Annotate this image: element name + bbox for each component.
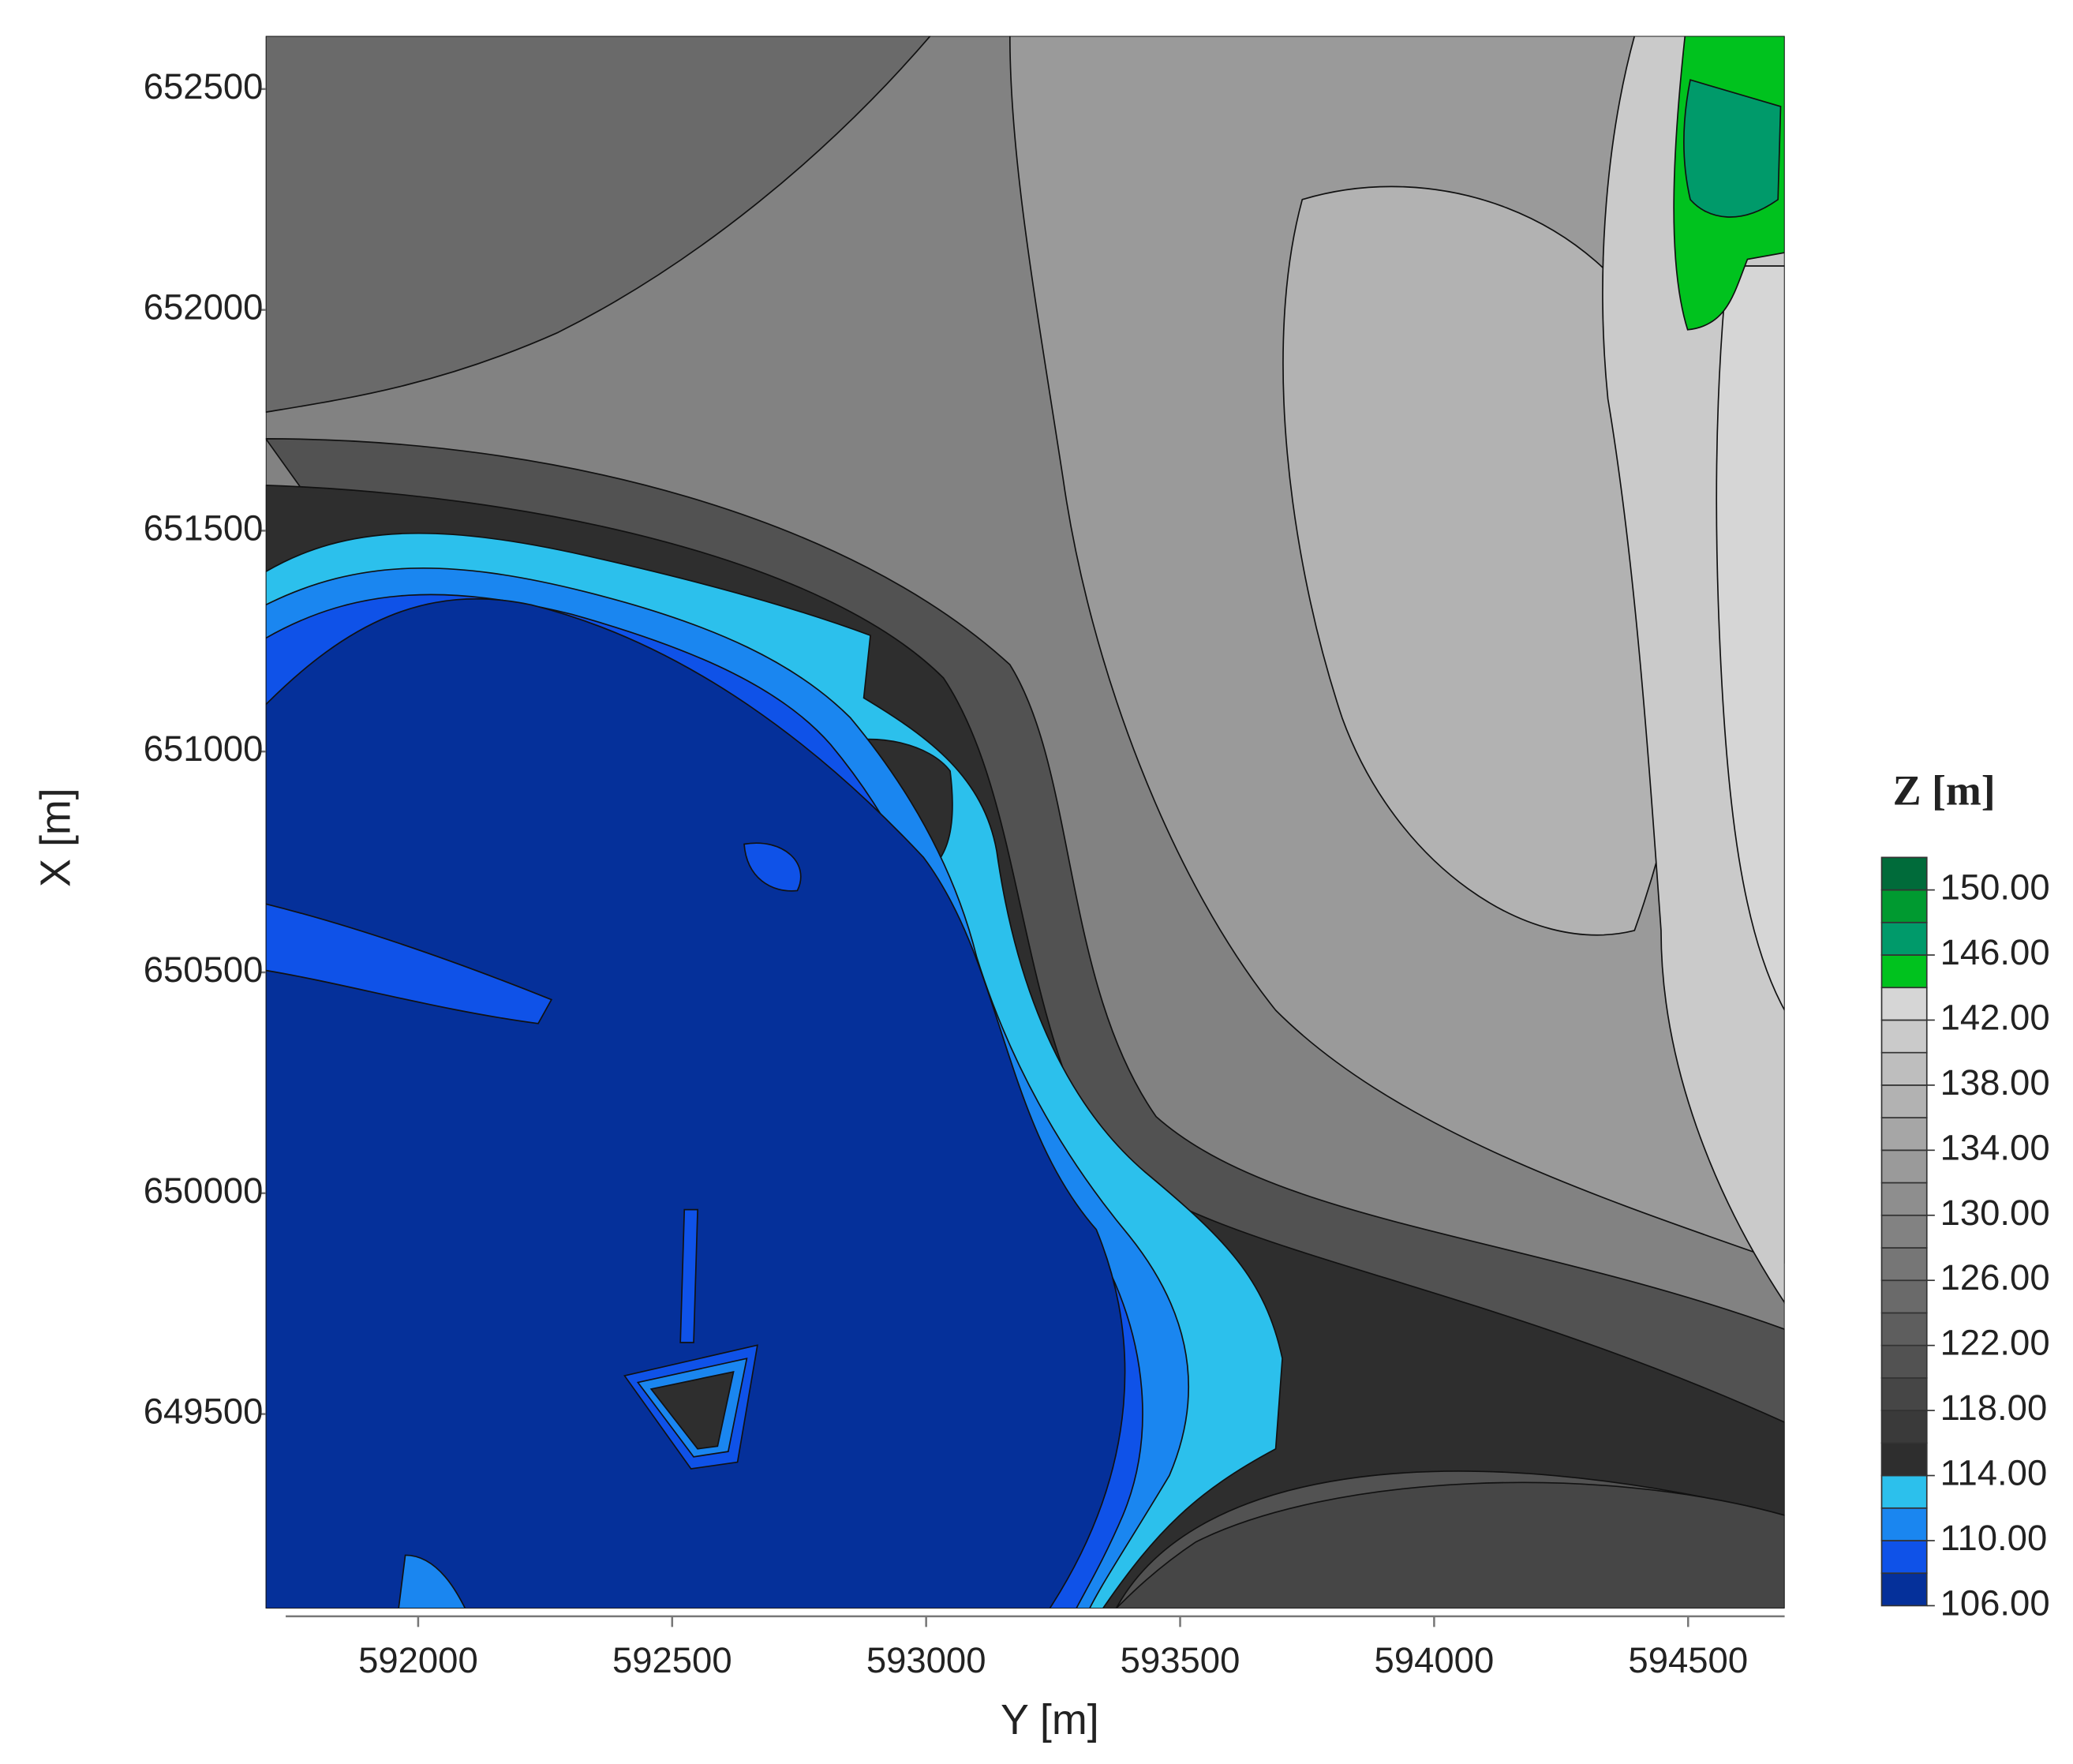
contour-region (1716, 265, 1785, 1011)
contour-map (265, 36, 1785, 1609)
colorbar-tick-label: 134.00 (1940, 1127, 2050, 1167)
colorbar-band (1880, 1474, 1928, 1509)
colorbar-band (1880, 889, 1928, 923)
colorbar-band (1880, 1084, 1928, 1118)
contour-region (649, 1370, 735, 1450)
colorbar-band (1880, 1117, 1928, 1152)
contour-region (265, 597, 1126, 1609)
colorbar-tick-label: 126.00 (1940, 1257, 2050, 1298)
x-tick-label: 594000 (1375, 1640, 1495, 1680)
colorbar-band (1880, 1540, 1928, 1575)
colorbar-band (1880, 1051, 1928, 1086)
colorbar-tick-label: 130.00 (1940, 1193, 2050, 1233)
colorbar-band (1880, 1019, 1928, 1054)
colorbar-band (1880, 1247, 1928, 1282)
x-tick-label: 593000 (866, 1640, 986, 1680)
y-tick-label: 652000 (144, 287, 264, 328)
x-tick-label: 594500 (1628, 1640, 1748, 1680)
colorbar-band (1880, 1149, 1928, 1184)
contour-region (1115, 1481, 1785, 1609)
colorbar-band (1880, 1410, 1928, 1444)
colorbar-tick-label: 114.00 (1940, 1453, 2048, 1493)
colorbar-tick-label: 150.00 (1940, 867, 2050, 908)
x-tick-label: 593500 (1121, 1640, 1240, 1680)
colorbar-band (1880, 921, 1928, 956)
colorbar-band (1880, 1344, 1928, 1379)
colorbar-band (1880, 987, 1928, 1021)
contour-region (265, 36, 931, 414)
y-axis-title: X [m] (32, 788, 79, 887)
colorbar-band (1880, 856, 1928, 891)
contour-region (398, 1554, 466, 1609)
y-tick-label: 650000 (144, 1170, 264, 1211)
colorbar-band (1880, 1507, 1928, 1541)
y-tick-label: 651500 (144, 507, 264, 548)
contour-region (1682, 79, 1782, 218)
x-tick-label: 592500 (612, 1640, 732, 1680)
y-tick-label: 652500 (144, 66, 264, 107)
y-tick-label: 649500 (144, 1391, 264, 1432)
colorbar-tick-label: 106.00 (1940, 1582, 2050, 1623)
colorbar-band (1880, 1214, 1928, 1249)
colorbar-band (1880, 1442, 1928, 1477)
colorbar-band (1880, 954, 1928, 989)
contour-region (679, 1208, 698, 1343)
colorbar-tick-label: 110.00 (1940, 1518, 2048, 1558)
contour-region (265, 903, 553, 1024)
x-tick-label: 592000 (358, 1640, 478, 1680)
colorbar-tick-label: 146.00 (1940, 932, 2050, 972)
colorbar-tick-label: 142.00 (1940, 997, 2050, 1037)
colorbar-tick-label: 138.00 (1940, 1062, 2050, 1103)
x-axis-title: Y [m] (1001, 1696, 1099, 1743)
colorbar-tick-label: 122.00 (1940, 1323, 2050, 1363)
colorbar-band (1880, 1312, 1928, 1346)
colorbar-band (1880, 1572, 1928, 1607)
colorbar-band (1880, 1377, 1928, 1411)
contour-region (1282, 185, 1701, 936)
contour-region (743, 842, 802, 892)
colorbar-title: Z [m] (1893, 767, 1996, 815)
y-tick-label: 650500 (144, 949, 264, 990)
y-tick-label: 651000 (144, 728, 264, 769)
colorbar-band (1880, 1279, 1928, 1314)
colorbar-band (1880, 1182, 1928, 1216)
colorbar-tick-label: 118.00 (1940, 1388, 2048, 1428)
